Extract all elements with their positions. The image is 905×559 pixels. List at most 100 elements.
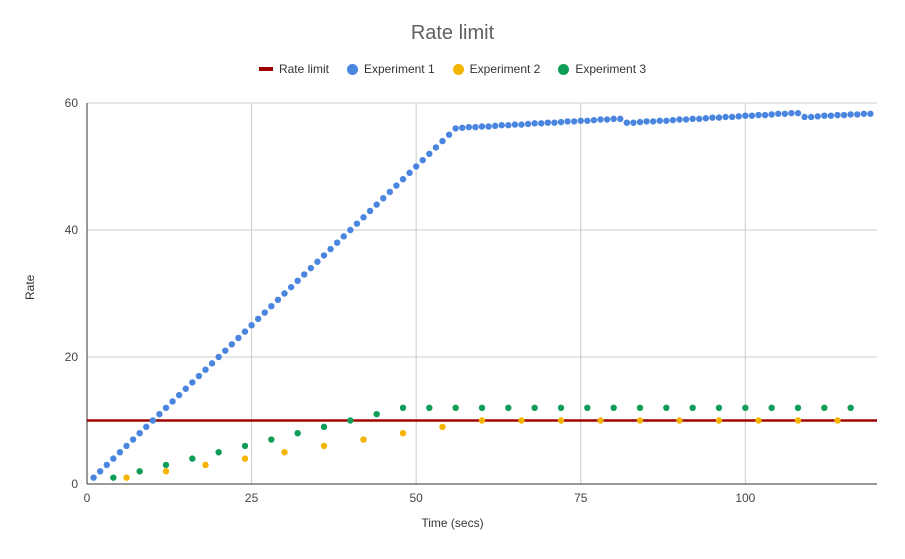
experiment-1-point — [406, 169, 413, 177]
experiment-1-point — [748, 112, 756, 119]
legend-item-rate-limit[interactable]: Rate limit — [258, 62, 329, 76]
experiment-1-point — [867, 110, 874, 117]
experiment-1-point — [208, 360, 216, 367]
experiment-3-point — [715, 404, 723, 411]
experiment-1-point — [301, 271, 308, 278]
experiment-3-point — [531, 404, 538, 411]
experiment-2-point — [478, 417, 486, 424]
experiment-2-point — [518, 417, 525, 424]
legend-item-experiment-2[interactable]: Experiment 2 — [452, 62, 541, 76]
experiment-1-point — [689, 115, 696, 123]
experiment-2-point — [834, 417, 841, 424]
experiment-1-point — [656, 117, 663, 124]
experiment-1-point — [235, 334, 242, 342]
experiment-1-point — [261, 309, 268, 316]
x-tick-label: 25 — [245, 491, 259, 505]
experiment-1-point — [597, 116, 604, 123]
experiment-3-point — [505, 404, 512, 411]
experiment-3-point — [557, 404, 565, 411]
experiment-3-point — [821, 404, 828, 411]
legend-label-experiment-3: Experiment 3 — [575, 62, 647, 76]
experiment-1-point — [281, 290, 288, 297]
experiment-2-point — [241, 455, 249, 462]
experiment-2-point — [636, 417, 644, 424]
experiment-1-point — [347, 226, 354, 234]
experiment-3-point — [847, 404, 854, 411]
experiment-3-point — [189, 455, 196, 462]
experiment-1-point — [386, 188, 394, 196]
experiment-3-point — [584, 404, 591, 411]
experiment-1-point — [860, 110, 868, 117]
experiment-2-point — [123, 474, 130, 481]
experiment-1-point — [294, 277, 301, 284]
experiment-1-point — [426, 150, 433, 157]
x-tick-label: 0 — [84, 491, 91, 505]
experiment-1-point — [577, 117, 584, 124]
experiment-1-point — [649, 118, 657, 125]
experiment-1-point — [590, 116, 598, 124]
experiment-1-point — [412, 163, 420, 170]
experiment-3-swatch — [558, 63, 570, 75]
experiment-3-point — [268, 436, 275, 443]
experiment-1-point — [314, 258, 321, 265]
experiment-1-point — [439, 137, 446, 145]
experiment-1-point — [761, 111, 769, 119]
experiment-1-point — [636, 118, 644, 126]
experiment-3-point — [241, 442, 249, 450]
experiment-3-point — [689, 404, 696, 411]
experiment-1-point — [333, 239, 341, 246]
experiment-1-point — [821, 112, 828, 119]
experiment-1-point — [380, 195, 387, 202]
experiment-1-point — [696, 115, 703, 123]
experiment-2-point — [676, 417, 683, 424]
experiment-3-point — [373, 410, 380, 418]
experiment-1-point — [722, 113, 729, 121]
experiment-1-point — [735, 113, 742, 120]
chart-title: Rate limit — [410, 22, 495, 44]
experiment-1-point — [320, 252, 328, 259]
legend: Rate limit Experiment 1 Experiment 2 Exp… — [0, 62, 905, 76]
experiment-1-point — [544, 119, 552, 126]
experiment-1-point — [110, 455, 117, 462]
experiment-1-point — [742, 112, 749, 119]
experiment-1-point — [432, 144, 440, 151]
experiment-1-point — [182, 385, 189, 392]
experiment-1-point — [485, 123, 492, 130]
experiment-1-point — [524, 120, 532, 128]
experiment-3-point — [478, 404, 486, 411]
experiment-1-point — [162, 404, 170, 411]
experiment-1-point — [669, 116, 677, 124]
experiment-1-point — [518, 121, 525, 128]
experiment-1-point — [643, 118, 650, 125]
experiment-1-point — [366, 207, 374, 215]
experiment-1-point — [702, 115, 710, 122]
experiment-2-point — [794, 417, 802, 424]
experiment-1-point — [781, 110, 789, 117]
legend-item-experiment-1[interactable]: Experiment 1 — [346, 62, 435, 76]
experiment-1-point — [353, 220, 361, 227]
experiment-1-point — [807, 113, 815, 121]
legend-label-experiment-2: Experiment 2 — [469, 62, 541, 76]
legend-item-experiment-3[interactable]: Experiment 3 — [558, 62, 646, 76]
experiment-1-point — [202, 366, 209, 373]
y-axis-label: Rate — [23, 274, 37, 300]
experiment-1-point — [709, 114, 716, 121]
x-tick-label: 100 — [735, 491, 755, 505]
experiment-1-point — [840, 111, 848, 119]
experiment-1-point — [248, 322, 255, 329]
experiment-1-point — [254, 315, 262, 323]
experiment-1-point — [630, 119, 637, 126]
experiment-1-point — [472, 123, 479, 131]
experiment-1-point — [538, 120, 545, 127]
rate-limit-swatch — [258, 67, 273, 71]
experiment-1-point — [531, 120, 538, 127]
y-tick-label: 40 — [65, 223, 79, 237]
experiment-2-point — [755, 417, 762, 424]
experiment-3-point — [162, 461, 170, 469]
experiment-1-point — [241, 328, 249, 335]
experiment-3-point — [320, 423, 328, 431]
experiment-1-point — [834, 111, 841, 119]
experiment-3-point — [294, 430, 301, 437]
experiment-1-point — [663, 117, 670, 124]
